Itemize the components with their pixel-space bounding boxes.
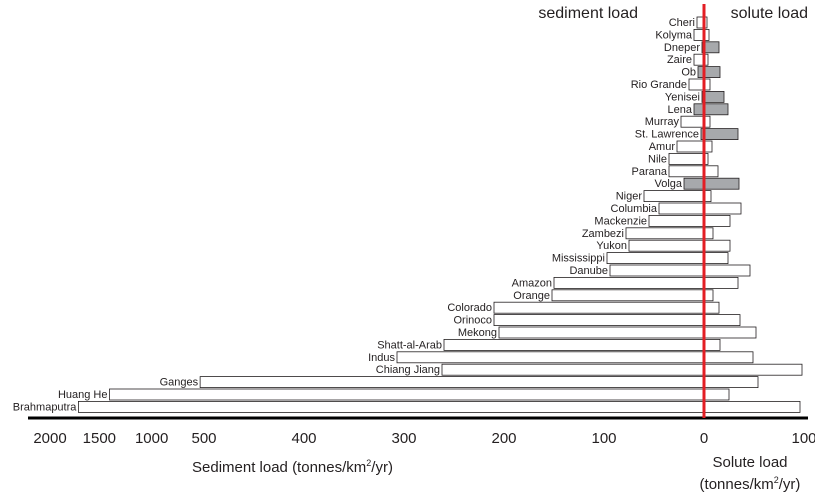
river-label-chiang-jiang: Chiang Jiang: [376, 364, 440, 376]
bar-zaire: [694, 54, 708, 65]
bar-rio-grande: [689, 79, 710, 90]
river-label-orange: Orange: [513, 290, 550, 302]
river-label-ob: Ob: [681, 67, 696, 79]
bar-amazon: [554, 277, 738, 288]
river-label-brahmaputra: Brahmaputra: [13, 401, 77, 413]
river-label-rio-grande: Rio Grande: [631, 79, 687, 91]
bar-columbia: [659, 203, 741, 214]
solute-axis-title-prefix: (tonnes/km: [700, 476, 774, 493]
river-label-indus: Indus: [368, 352, 395, 364]
bar-colorado: [494, 302, 719, 313]
sediment-load-header: sediment load: [538, 5, 638, 22]
river-label-colorado: Colorado: [447, 302, 492, 314]
tick-sediment-1500: 1500: [83, 430, 116, 447]
bar-indus: [397, 352, 753, 363]
tick-labels-layer: 2000 1500 1000 500 400 300 200 100 0 100: [33, 430, 815, 447]
river-label-kolyma: Kolyma: [655, 29, 693, 41]
bar-parana: [669, 166, 718, 177]
river-label-zambezi: Zambezi: [582, 228, 624, 240]
sediment-axis-title-suffix: /yr): [371, 459, 393, 476]
bar-ganges: [200, 377, 758, 388]
sediment-axis-title: Sediment load (tonnes/km2/yr): [192, 458, 393, 476]
bar-shatt-al-arab: [444, 339, 720, 350]
river-label-cheri: Cheri: [669, 17, 695, 29]
bar-niger: [644, 191, 711, 202]
bar-murray: [681, 116, 710, 127]
river-label-columbia: Columbia: [611, 203, 658, 215]
river-label-mackenzie: Mackenzie: [594, 215, 647, 227]
river-label-niger: Niger: [616, 191, 643, 203]
tick-sediment-1000: 1000: [135, 430, 168, 447]
river-label-danube: Danube: [569, 265, 608, 277]
bar-lena: [694, 104, 728, 115]
bar-amur: [677, 141, 712, 152]
river-label-huang-he: Huang He: [58, 389, 108, 401]
river-label-yenisei: Yenisei: [665, 91, 700, 103]
bar-huang-he: [109, 389, 729, 400]
tick-sediment-300: 300: [391, 430, 416, 447]
river-label-parana: Parana: [632, 166, 668, 178]
bar-volga: [684, 178, 739, 189]
tick-solute-100: 100: [791, 430, 815, 447]
river-label-mekong: Mekong: [458, 327, 497, 339]
bar-kolyma: [694, 29, 709, 40]
tick-sediment-100: 100: [591, 430, 616, 447]
solute-load-header: solute load: [731, 5, 808, 22]
river-label-amur: Amur: [649, 141, 676, 153]
tick-sediment-200: 200: [491, 430, 516, 447]
sediment-axis-title-prefix: Sediment load (tonnes/km: [192, 459, 366, 476]
bar-zambezi: [626, 228, 713, 239]
river-label-lena: Lena: [668, 104, 693, 116]
bar-mackenzie: [649, 215, 730, 226]
river-label-zaire: Zaire: [667, 54, 692, 66]
tick-sediment-400: 400: [291, 430, 316, 447]
bar-ob: [698, 67, 720, 78]
tick-sediment-0: 0: [700, 430, 708, 447]
bar-chiang-jiang: [442, 364, 802, 375]
river-label-volga: Volga: [654, 178, 682, 190]
river-label-orinoco: Orinoco: [453, 315, 492, 327]
river-label-amazon: Amazon: [512, 277, 552, 289]
bar-danube: [610, 265, 750, 276]
bar-orange: [552, 290, 713, 301]
bar-brahmaputra: [78, 401, 800, 412]
river-label-shatt-al-arab: Shatt-al-Arab: [377, 339, 442, 351]
river-label-yukon: Yukon: [596, 240, 627, 252]
river-label-dneper: Dneper: [664, 42, 700, 54]
solute-axis-title-line1: Solute load: [712, 454, 787, 471]
tick-sediment-500: 500: [191, 430, 216, 447]
sediment-solute-chart: CheriKolymaDneperZaireObRio GrandeYenise…: [0, 0, 815, 494]
bar-nile: [669, 153, 708, 164]
bar-st-lawrence: [701, 129, 738, 140]
tick-sediment-2000: 2000: [33, 430, 66, 447]
river-label-mississippi: Mississippi: [552, 253, 605, 265]
solute-axis-title-line2: (tonnes/km2/yr): [700, 475, 801, 493]
bar-mekong: [499, 327, 756, 338]
river-label-ganges: Ganges: [160, 377, 199, 389]
solute-axis-title-suffix: /yr): [779, 476, 801, 493]
river-label-nile: Nile: [648, 153, 667, 165]
river-label-murray: Murray: [645, 116, 680, 128]
bar-yukon: [629, 240, 730, 251]
bar-mississippi: [607, 253, 728, 264]
river-label-st-lawrence: St. Lawrence: [635, 129, 699, 141]
